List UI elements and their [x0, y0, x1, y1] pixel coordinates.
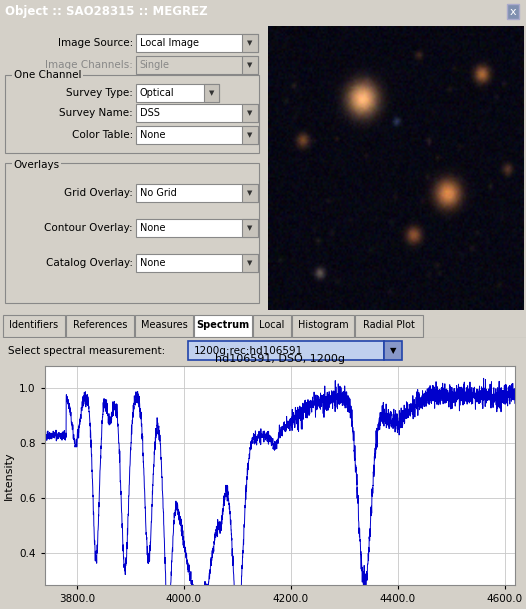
- Text: One Channel: One Channel: [14, 70, 82, 80]
- Text: ▼: ▼: [209, 90, 214, 96]
- FancyBboxPatch shape: [242, 254, 258, 272]
- Text: Optical: Optical: [140, 88, 174, 98]
- Text: Identifiers: Identifiers: [9, 320, 58, 331]
- Text: ▼: ▼: [247, 40, 252, 46]
- FancyBboxPatch shape: [242, 126, 258, 144]
- Text: ▼: ▼: [247, 110, 252, 116]
- FancyBboxPatch shape: [355, 315, 423, 337]
- Text: ▼: ▼: [247, 260, 252, 266]
- Text: DSS: DSS: [140, 108, 159, 118]
- FancyBboxPatch shape: [292, 315, 354, 337]
- Text: Select spectral measurement:: Select spectral measurement:: [8, 345, 165, 356]
- Text: None: None: [140, 223, 165, 233]
- Text: 1200g:rec:hd106591: 1200g:rec:hd106591: [194, 345, 304, 356]
- Title: hd106591, DSO, 1200g: hd106591, DSO, 1200g: [215, 354, 345, 364]
- Y-axis label: Intensity: Intensity: [4, 451, 14, 499]
- Text: Catalog Overlay:: Catalog Overlay:: [46, 258, 133, 268]
- Text: Image Source:: Image Source:: [57, 38, 133, 48]
- Text: x: x: [510, 7, 517, 16]
- Text: Local: Local: [259, 320, 285, 331]
- FancyBboxPatch shape: [204, 84, 219, 102]
- FancyBboxPatch shape: [384, 341, 402, 360]
- FancyBboxPatch shape: [136, 184, 258, 202]
- Text: ▼: ▼: [247, 62, 252, 68]
- FancyBboxPatch shape: [242, 184, 258, 202]
- Text: Histogram: Histogram: [298, 320, 348, 331]
- Text: Measures: Measures: [140, 320, 187, 331]
- Text: Survey Type:: Survey Type:: [66, 88, 133, 98]
- Text: None: None: [140, 258, 165, 268]
- Text: Survey Name:: Survey Name:: [59, 108, 133, 118]
- FancyBboxPatch shape: [136, 126, 258, 144]
- Text: Color Table:: Color Table:: [72, 130, 133, 140]
- FancyBboxPatch shape: [135, 315, 193, 337]
- FancyBboxPatch shape: [242, 219, 258, 237]
- FancyBboxPatch shape: [188, 341, 384, 360]
- FancyBboxPatch shape: [136, 56, 258, 74]
- Text: ▼: ▼: [247, 190, 252, 196]
- FancyBboxPatch shape: [136, 84, 219, 102]
- Text: Contour Overlay:: Contour Overlay:: [44, 223, 133, 233]
- Text: Object :: SAO28315 :: MEGREZ: Object :: SAO28315 :: MEGREZ: [5, 5, 208, 18]
- FancyBboxPatch shape: [136, 34, 258, 52]
- Text: Overlays: Overlays: [14, 160, 60, 170]
- FancyBboxPatch shape: [136, 254, 258, 272]
- FancyBboxPatch shape: [242, 104, 258, 122]
- Text: None: None: [140, 130, 165, 140]
- FancyBboxPatch shape: [136, 219, 258, 237]
- FancyBboxPatch shape: [253, 315, 291, 337]
- Text: Single: Single: [140, 60, 170, 70]
- Text: Grid Overlay:: Grid Overlay:: [64, 188, 133, 198]
- FancyBboxPatch shape: [66, 315, 134, 337]
- Text: ▼: ▼: [247, 225, 252, 231]
- Text: Image Channels:: Image Channels:: [45, 60, 133, 70]
- Text: ▼: ▼: [390, 346, 396, 355]
- Text: Radial Plot: Radial Plot: [363, 320, 415, 331]
- Text: References: References: [73, 320, 127, 331]
- FancyBboxPatch shape: [136, 104, 258, 122]
- FancyBboxPatch shape: [242, 34, 258, 52]
- Text: No Grid: No Grid: [140, 188, 176, 198]
- Text: Spectrum: Spectrum: [196, 320, 249, 331]
- FancyBboxPatch shape: [3, 315, 65, 337]
- Text: ▼: ▼: [247, 132, 252, 138]
- FancyBboxPatch shape: [242, 56, 258, 74]
- FancyBboxPatch shape: [194, 315, 252, 337]
- Text: Local Image: Local Image: [140, 38, 199, 48]
